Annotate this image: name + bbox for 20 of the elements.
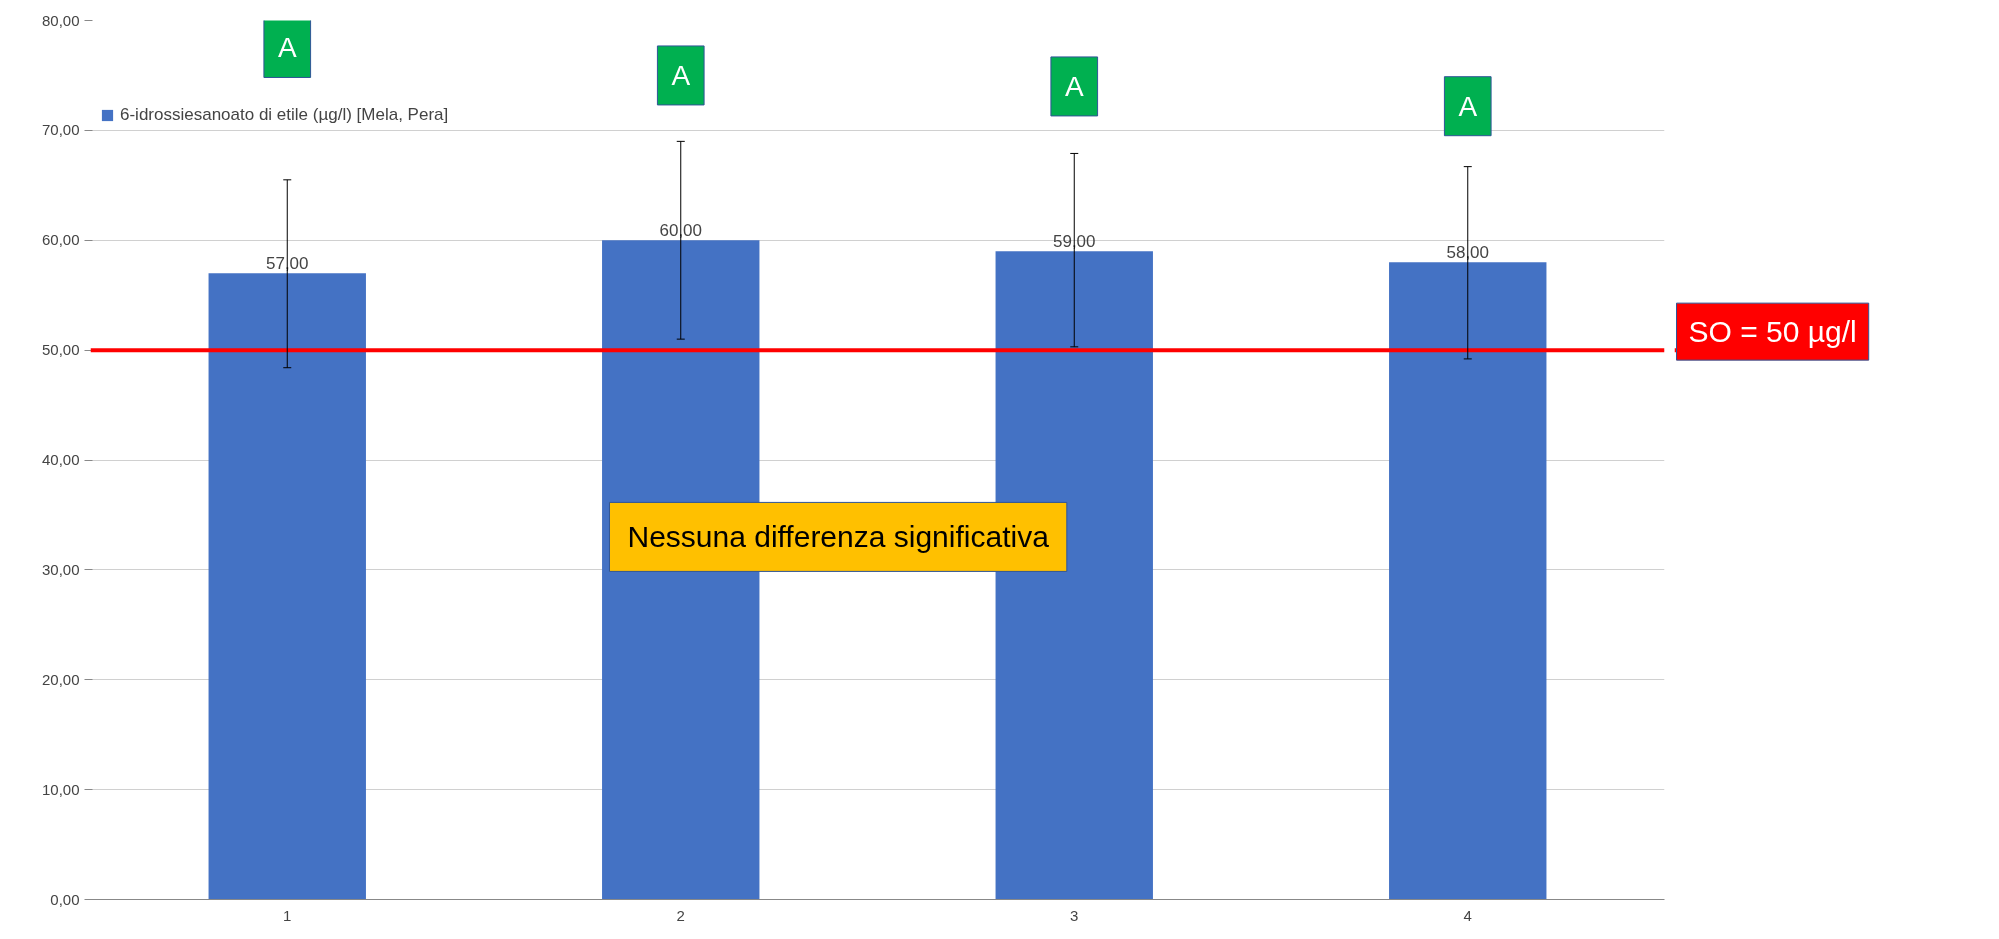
ref-line-label: SO = 50 µg/l [1688, 315, 1857, 349]
annotation: A [1458, 90, 1478, 122]
y-tick-label: 80,00 [41, 11, 80, 29]
y-tick-label: 60,00 [41, 231, 80, 249]
legend-label: 6-idrossiesanoato di etile (µg/l) [Mela, Pera] [120, 105, 449, 125]
x-tick-label: 1 [283, 906, 292, 924]
y-tick-label: 40,00 [41, 451, 80, 468]
y-tick-label: 20,00 [41, 670, 80, 688]
y-tick-label: 70,00 [41, 121, 80, 139]
x-tick-label: 2 [676, 906, 685, 924]
annotation: A [277, 32, 297, 64]
annotation: A [1064, 70, 1084, 102]
y-tick-label: 30,00 [41, 560, 80, 578]
annotation: A [671, 59, 691, 91]
x-tick-label: 4 [1463, 906, 1472, 924]
y-tick-label: 0,00 [50, 890, 80, 908]
y-tick-label: 50,00 [41, 341, 80, 359]
annotation: Nessuna differenza significativa [627, 520, 1050, 554]
y-tick-label: 10,00 [41, 780, 80, 798]
x-tick-label: 3 [1070, 906, 1079, 924]
